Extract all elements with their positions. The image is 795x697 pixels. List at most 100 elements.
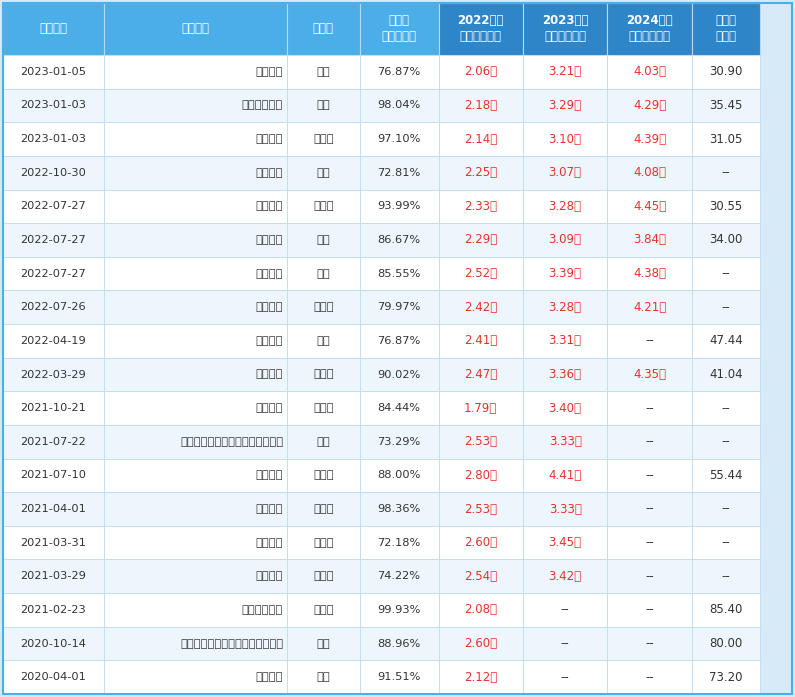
Bar xyxy=(523,526,607,560)
Text: 陈聪: 陈聪 xyxy=(316,235,330,245)
Bar xyxy=(359,425,439,459)
Text: 阎常铭: 阎常铭 xyxy=(313,537,334,548)
Text: 3.21亿: 3.21亿 xyxy=(549,66,582,78)
Text: 2.52亿: 2.52亿 xyxy=(464,267,498,280)
Text: 3.45亿: 3.45亿 xyxy=(549,536,582,549)
Bar xyxy=(607,122,692,156)
Text: 陈鹏: 陈鹏 xyxy=(316,437,330,447)
Bar xyxy=(523,459,607,492)
Text: --: -- xyxy=(722,536,731,549)
Bar xyxy=(359,526,439,560)
Bar xyxy=(607,492,692,526)
Bar xyxy=(523,358,607,391)
Bar xyxy=(287,256,359,291)
Bar xyxy=(3,660,104,694)
Bar xyxy=(3,55,104,89)
Bar xyxy=(359,89,439,122)
Bar xyxy=(287,55,359,89)
Text: 2022-07-27: 2022-07-27 xyxy=(21,201,87,211)
Text: 2.18亿: 2.18亿 xyxy=(464,99,498,112)
Text: 3.31亿: 3.31亿 xyxy=(549,335,582,347)
Text: 2.47亿: 2.47亿 xyxy=(464,368,498,381)
Bar xyxy=(607,291,692,324)
Bar xyxy=(607,256,692,291)
Text: 海通证券: 海通证券 xyxy=(255,369,283,379)
Text: 2021-03-29: 2021-03-29 xyxy=(21,572,87,581)
Text: 76.87%: 76.87% xyxy=(378,67,421,77)
Bar xyxy=(287,560,359,593)
Bar xyxy=(359,391,439,425)
Bar xyxy=(523,560,607,593)
Text: 98.36%: 98.36% xyxy=(378,504,421,514)
Bar xyxy=(692,55,761,89)
Text: 2020-10-14: 2020-10-14 xyxy=(21,638,87,648)
Text: 72.81%: 72.81% xyxy=(378,168,421,178)
Text: 98.04%: 98.04% xyxy=(378,100,421,110)
Text: 黄啸天: 黄啸天 xyxy=(313,605,334,615)
Bar xyxy=(104,593,287,627)
Text: 31.05: 31.05 xyxy=(709,132,743,146)
Text: 34.00: 34.00 xyxy=(709,233,743,247)
Bar xyxy=(287,492,359,526)
Bar xyxy=(523,425,607,459)
Text: 91.51%: 91.51% xyxy=(378,672,421,682)
Bar xyxy=(359,660,439,694)
Bar xyxy=(692,156,761,190)
Text: 2022-07-27: 2022-07-27 xyxy=(21,268,87,279)
Bar xyxy=(359,223,439,256)
Bar xyxy=(523,324,607,358)
Bar xyxy=(359,256,439,291)
Bar xyxy=(359,156,439,190)
Bar xyxy=(359,560,439,593)
Text: 东方财富: 东方财富 xyxy=(148,205,297,325)
Text: 2022-03-29: 2022-03-29 xyxy=(21,369,87,379)
Bar xyxy=(523,627,607,660)
Bar xyxy=(692,492,761,526)
Text: 2.25亿: 2.25亿 xyxy=(464,166,498,179)
Bar xyxy=(104,492,287,526)
Text: 2022-07-27: 2022-07-27 xyxy=(21,235,87,245)
Text: 中信建投证券: 中信建投证券 xyxy=(242,100,283,110)
Bar xyxy=(359,593,439,627)
Text: 47.44: 47.44 xyxy=(709,335,743,347)
Bar xyxy=(439,660,523,694)
Bar xyxy=(523,55,607,89)
Bar xyxy=(287,3,359,55)
Text: 4.29亿: 4.29亿 xyxy=(633,99,666,112)
Bar xyxy=(439,358,523,391)
Bar xyxy=(287,122,359,156)
Text: 3.36亿: 3.36亿 xyxy=(549,368,582,381)
Text: 3.33亿: 3.33亿 xyxy=(549,503,582,516)
Bar xyxy=(359,122,439,156)
Text: 79.97%: 79.97% xyxy=(378,302,421,312)
Bar xyxy=(692,526,761,560)
Text: 潘云娇: 潘云娇 xyxy=(313,302,334,312)
Bar xyxy=(523,156,607,190)
Text: 2.14亿: 2.14亿 xyxy=(464,132,498,146)
Text: 夏亦丰: 夏亦丰 xyxy=(313,572,334,581)
Text: --: -- xyxy=(560,671,569,684)
Bar xyxy=(607,425,692,459)
Bar xyxy=(3,358,104,391)
Bar xyxy=(523,660,607,694)
Text: 73.29%: 73.29% xyxy=(378,437,421,447)
Text: --: -- xyxy=(722,435,731,448)
Text: 陈桢: 陈桢 xyxy=(316,672,330,682)
Bar xyxy=(3,122,104,156)
Text: 3.42亿: 3.42亿 xyxy=(549,569,582,583)
Text: 近三年
预测准确度: 近三年 预测准确度 xyxy=(382,15,417,43)
Text: 华西证券: 华西证券 xyxy=(255,504,283,514)
Text: 4.45亿: 4.45亿 xyxy=(633,200,666,213)
Text: 赵旭翔: 赵旭翔 xyxy=(313,201,334,211)
Text: 机构简称: 机构简称 xyxy=(181,22,210,36)
Text: 2021-04-01: 2021-04-01 xyxy=(21,504,87,514)
Text: 2021-10-21: 2021-10-21 xyxy=(21,403,87,413)
Bar xyxy=(439,593,523,627)
Bar xyxy=(104,660,287,694)
Bar xyxy=(523,223,607,256)
Bar xyxy=(607,324,692,358)
Text: 97.10%: 97.10% xyxy=(378,134,421,144)
Text: 88.00%: 88.00% xyxy=(378,470,421,480)
Text: 3.40亿: 3.40亿 xyxy=(549,401,582,415)
Text: 天风证券: 天风证券 xyxy=(255,403,283,413)
